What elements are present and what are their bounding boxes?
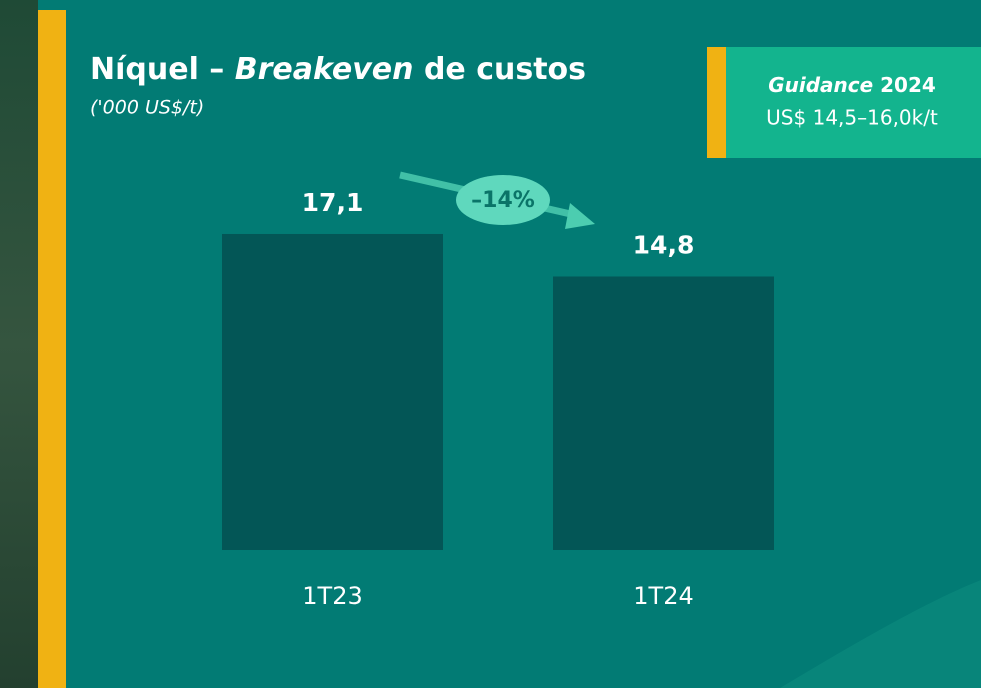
guidance-text: US$ 14,5–16,0k/t	[766, 106, 938, 130]
wave	[780, 580, 981, 688]
change-arrowhead	[565, 203, 595, 229]
guidance-box	[707, 47, 981, 158]
value-label: 17,1	[302, 188, 364, 217]
chart-title: Níquel – Breakeven de custos	[90, 52, 586, 87]
photo-edge	[0, 0, 38, 688]
bar	[222, 233, 443, 550]
change-label: –14%	[471, 188, 535, 213]
value-label: 14,8	[633, 230, 695, 259]
bar	[553, 276, 774, 550]
change-badge	[456, 175, 550, 225]
guidance-accent	[707, 47, 726, 158]
x-tick-label: 1T24	[633, 582, 693, 610]
chart-subtitle: ('000 US$/t)	[90, 97, 204, 119]
x-tick-label: 1T23	[302, 582, 362, 610]
accent-stripe	[38, 10, 66, 688]
guidance-heading: Guidance 2024	[768, 73, 936, 97]
